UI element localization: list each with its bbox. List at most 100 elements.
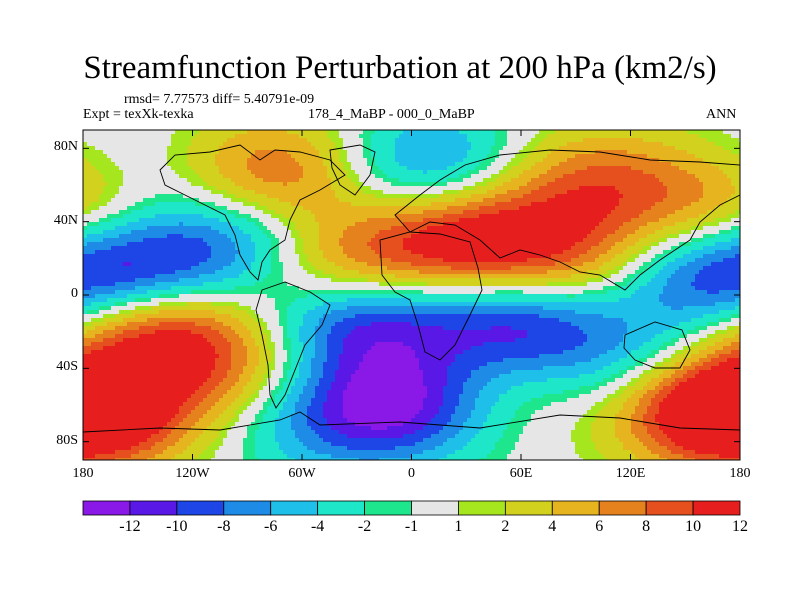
field-cell (179, 182, 184, 187)
field-cell (667, 150, 672, 155)
field-cell (535, 198, 540, 203)
field-cell (163, 206, 168, 211)
field-cell (387, 230, 392, 235)
field-cell (107, 134, 112, 139)
field-cell (211, 222, 216, 227)
field-cell (151, 226, 156, 231)
field-cell (159, 170, 164, 175)
field-cell (383, 142, 388, 147)
field-cell (675, 214, 680, 219)
field-cell (643, 146, 648, 151)
field-cell (471, 218, 476, 223)
field-cell (107, 198, 112, 203)
field-cell (87, 134, 92, 139)
field-cell (479, 186, 484, 191)
field-cell (383, 198, 388, 203)
field-cell (575, 190, 580, 195)
field-cell (147, 194, 152, 199)
field-cell (687, 226, 692, 231)
field-cell (655, 242, 660, 247)
field-cell (271, 138, 276, 143)
field-cell (99, 150, 104, 155)
field-cell (671, 238, 676, 243)
field-cell (203, 186, 208, 191)
field-cell (123, 238, 128, 243)
field-cell (651, 214, 656, 219)
field-cell (135, 206, 140, 211)
field-cell (603, 190, 608, 195)
field-cell (87, 198, 92, 203)
field-cell (219, 146, 224, 151)
field-cell (643, 190, 648, 195)
field-cell (135, 182, 140, 187)
field-cell (151, 230, 156, 235)
field-cell (115, 170, 120, 175)
field-cell (275, 210, 280, 215)
field-cell (539, 130, 544, 135)
field-cell (663, 234, 668, 239)
field-cell (539, 222, 544, 227)
field-cell (611, 226, 616, 231)
field-cell (639, 134, 644, 139)
field-cell (567, 134, 572, 139)
field-cell (687, 142, 692, 147)
field-cell (639, 230, 644, 235)
field-cell (395, 174, 400, 179)
field-cell (219, 250, 224, 255)
field-cell (623, 194, 628, 199)
field-cell (555, 206, 560, 211)
field-cell (99, 206, 104, 211)
field-cell (207, 142, 212, 147)
field-cell (567, 158, 572, 163)
field-cell (723, 198, 728, 203)
field-cell (339, 170, 344, 175)
field-cell (203, 162, 208, 167)
field-cell (651, 130, 656, 135)
field-cell (327, 194, 332, 199)
field-cell (415, 186, 420, 191)
field-cell (399, 230, 404, 235)
field-cell (439, 162, 444, 167)
field-cell (391, 186, 396, 191)
field-cell (219, 226, 224, 231)
field-cell (519, 246, 524, 251)
field-cell (211, 190, 216, 195)
field-cell (467, 230, 472, 235)
field-cell (311, 202, 316, 207)
field-cell (291, 142, 296, 147)
field-cell (235, 190, 240, 195)
field-cell (375, 170, 380, 175)
field-cell (163, 238, 168, 243)
field-cell (395, 214, 400, 219)
field-cell (443, 130, 448, 135)
field-cell (87, 250, 92, 255)
field-cell (283, 214, 288, 219)
field-cell (259, 162, 264, 167)
field-cell (575, 242, 580, 247)
field-cell (155, 130, 160, 135)
field-cell (139, 146, 144, 151)
field-cell (727, 174, 732, 179)
field-cell (479, 202, 484, 207)
field-cell (219, 174, 224, 179)
field-cell (391, 174, 396, 179)
field-cell (611, 154, 616, 159)
field-cell (423, 234, 428, 239)
field-cell (147, 210, 152, 215)
field-cell (163, 174, 168, 179)
field-cell (519, 146, 524, 151)
field-cell (215, 158, 220, 163)
field-cell (303, 230, 308, 235)
field-cell (123, 202, 128, 207)
field-cell (563, 246, 568, 251)
field-cell (639, 198, 644, 203)
field-cell (403, 190, 408, 195)
field-cell (287, 146, 292, 151)
field-cell (691, 218, 696, 223)
field-cell (311, 194, 316, 199)
field-cell (359, 178, 364, 183)
field-cell (311, 226, 316, 231)
field-cell (303, 186, 308, 191)
field-cell (267, 230, 272, 235)
field-cell (131, 150, 136, 155)
